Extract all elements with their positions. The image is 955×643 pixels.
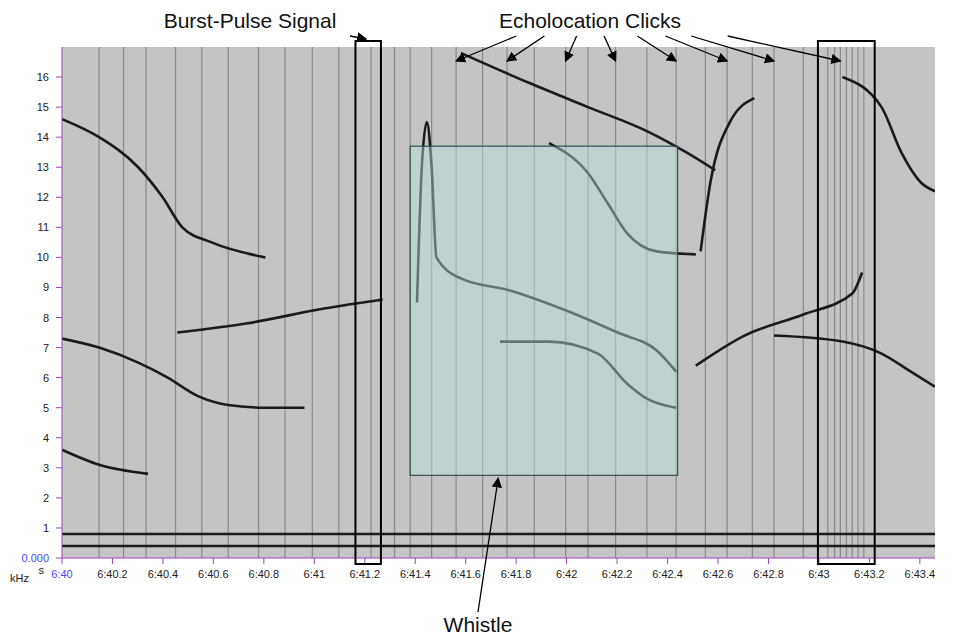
svg-text:4: 4 xyxy=(43,432,49,444)
svg-text:6: 6 xyxy=(43,372,49,384)
svg-text:6:42.2: 6:42.2 xyxy=(602,568,633,580)
svg-text:9: 9 xyxy=(43,281,49,293)
svg-text:5: 5 xyxy=(43,402,49,414)
svg-text:12: 12 xyxy=(37,191,49,203)
svg-text:6:42.6: 6:42.6 xyxy=(703,568,734,580)
svg-text:6:40.2: 6:40.2 xyxy=(97,568,128,580)
svg-text:6:43.4: 6:43.4 xyxy=(905,568,936,580)
svg-text:6:42.4: 6:42.4 xyxy=(652,568,683,580)
svg-text:Whistle: Whistle xyxy=(444,613,513,636)
svg-text:6:40.4: 6:40.4 xyxy=(148,568,179,580)
svg-text:1: 1 xyxy=(43,522,49,534)
svg-text:6:41.4: 6:41.4 xyxy=(400,568,431,580)
svg-text:15: 15 xyxy=(37,101,49,113)
svg-text:10: 10 xyxy=(37,251,49,263)
svg-text:6:41.2: 6:41.2 xyxy=(349,568,380,580)
svg-text:8: 8 xyxy=(43,312,49,324)
svg-text:6:41.8: 6:41.8 xyxy=(501,568,532,580)
svg-text:kHz: kHz xyxy=(10,572,29,584)
svg-text:11: 11 xyxy=(38,221,49,233)
svg-text:0.000: 0.000 xyxy=(21,552,49,564)
svg-text:6:40.6: 6:40.6 xyxy=(198,568,229,580)
svg-text:6:41.6: 6:41.6 xyxy=(450,568,481,580)
svg-text:7: 7 xyxy=(43,342,49,354)
svg-text:s: s xyxy=(39,564,45,576)
svg-text:6:42.8: 6:42.8 xyxy=(753,568,784,580)
svg-text:6:40: 6:40 xyxy=(51,568,72,580)
svg-text:Burst-Pulse Signal: Burst-Pulse Signal xyxy=(164,9,337,32)
svg-text:6:41: 6:41 xyxy=(304,568,325,580)
svg-text:6:40.8: 6:40.8 xyxy=(249,568,280,580)
svg-text:3: 3 xyxy=(43,462,49,474)
svg-text:14: 14 xyxy=(37,131,49,143)
svg-text:16: 16 xyxy=(37,71,49,83)
svg-text:6:43: 6:43 xyxy=(808,568,829,580)
svg-text:2: 2 xyxy=(43,492,49,504)
svg-text:6:42: 6:42 xyxy=(556,568,577,580)
svg-text:Echolocation Clicks: Echolocation Clicks xyxy=(499,9,681,32)
svg-text:13: 13 xyxy=(37,161,49,173)
svg-text:6:43.2: 6:43.2 xyxy=(854,568,885,580)
